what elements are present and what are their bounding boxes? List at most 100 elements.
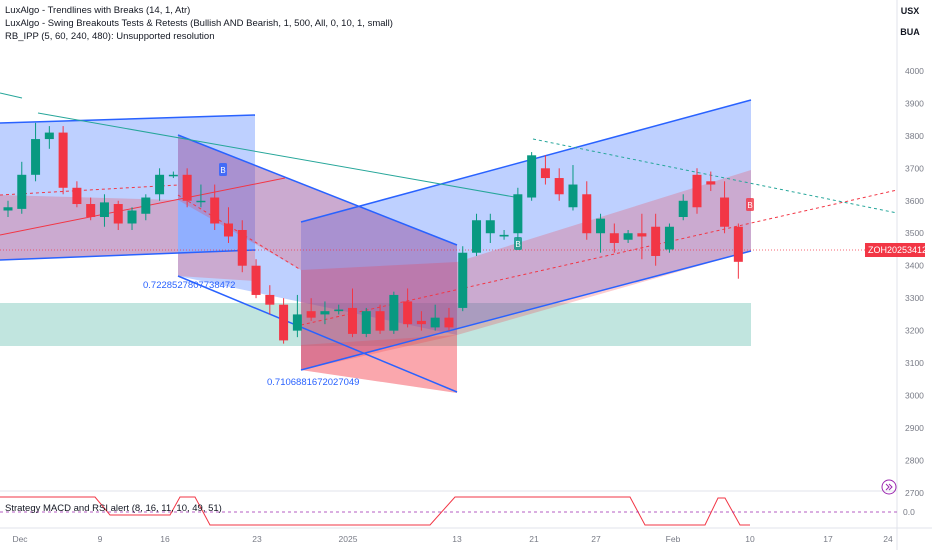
retest-marker-1[interactable] — [514, 237, 522, 250]
price-axis-bg — [897, 0, 932, 550]
candle-body-7[interactable] — [99, 202, 109, 218]
legend-rb-ipp[interactable]: RB_IPP (5, 60, 240, 480): Unsupported re… — [5, 31, 215, 42]
red-fill-1 — [0, 195, 255, 281]
ratio-label-lower: 0.7106881672027049 — [267, 377, 360, 388]
time-tick-1: 9 — [98, 534, 103, 544]
candle-body-35[interactable] — [485, 220, 495, 234]
candle-body-36[interactable] — [499, 234, 509, 237]
candle-body-0[interactable] — [3, 207, 13, 211]
candle-body-31[interactable] — [430, 317, 440, 328]
candle-body-46[interactable] — [637, 233, 647, 237]
candle-body-8[interactable] — [113, 204, 123, 224]
candle-body-5[interactable] — [72, 187, 82, 205]
candle-body-32[interactable] — [444, 317, 454, 328]
scroll-right-arrows-icon — [885, 483, 893, 491]
channel-top-1 — [0, 114, 256, 124]
indicator-legend: LuxAlgo - Trendlines with Breaks (14, 1,… — [5, 4, 393, 43]
candle-body-19[interactable] — [265, 294, 275, 305]
candle-body-48[interactable] — [664, 226, 674, 250]
candle-body-17[interactable] — [237, 229, 247, 266]
candle-body-43[interactable] — [596, 218, 606, 234]
candle-body-39[interactable] — [540, 168, 550, 179]
candle-body-10[interactable] — [141, 197, 151, 214]
scroll-right-icon[interactable] — [881, 479, 897, 495]
unit-button[interactable]: BUA — [900, 27, 920, 37]
candle-body-3[interactable] — [44, 132, 54, 140]
trendline-green-0 — [0, 92, 23, 99]
channel-top-2 — [177, 134, 458, 246]
price-tick-2700: 2700 — [905, 488, 924, 498]
candle-body-6[interactable] — [86, 204, 96, 218]
candle-body-4[interactable] — [58, 132, 68, 188]
candle-body-30[interactable] — [416, 320, 426, 325]
red-fill-2 — [178, 135, 457, 393]
candle-body-34[interactable] — [472, 220, 482, 253]
price-tick-3100: 3100 — [905, 358, 924, 368]
candle-body-29[interactable] — [403, 301, 413, 325]
candle-body-40[interactable] — [554, 178, 564, 195]
legend-swing-breakouts[interactable]: LuxAlgo - Swing Breakouts Tests & Retest… — [5, 18, 393, 29]
candle-body-20[interactable] — [279, 304, 289, 341]
candle-body-45[interactable] — [623, 233, 633, 240]
candle-body-12[interactable] — [168, 174, 178, 177]
red-fill-4 — [301, 335, 457, 393]
price-tick-3500: 3500 — [905, 228, 924, 238]
ratio-label-upper: 0.7228527807738472 — [143, 280, 236, 291]
price-tick-3700: 3700 — [905, 163, 924, 173]
candle-body-26[interactable] — [361, 311, 371, 334]
last-price-tag: ZOH2025 3412 — [865, 243, 928, 257]
price-tick-3000: 3000 — [905, 391, 924, 401]
price-tick-2900: 2900 — [905, 423, 924, 433]
price-tick-3300: 3300 — [905, 293, 924, 303]
candle-body-9[interactable] — [127, 210, 137, 224]
candle-body-50[interactable] — [692, 174, 702, 208]
candle-body-16[interactable] — [223, 223, 233, 237]
candle-body-52[interactable] — [720, 197, 730, 227]
candle-body-47[interactable] — [651, 226, 661, 256]
legend-trendlines[interactable]: LuxAlgo - Trendlines with Breaks (14, 1,… — [5, 5, 191, 16]
candle-body-33[interactable] — [458, 252, 468, 308]
candle-body-15[interactable] — [210, 197, 220, 224]
time-tick-11: 24 — [883, 534, 893, 544]
candle-body-41[interactable] — [568, 184, 578, 208]
demand-zone — [0, 303, 751, 346]
retest-marker-0[interactable] — [219, 163, 227, 176]
candle-body-38[interactable] — [527, 155, 537, 198]
candle-body-22[interactable] — [306, 311, 316, 318]
candle-body-51[interactable] — [706, 181, 716, 185]
candle-body-25[interactable] — [348, 307, 357, 334]
last-price-value: 3412 — [907, 245, 928, 255]
time-tick-8: Feb — [666, 534, 681, 544]
time-tick-3: 23 — [252, 534, 262, 544]
candle-body-1[interactable] — [17, 174, 27, 209]
price-tick-3200: 3200 — [905, 326, 924, 336]
candle-body-21[interactable] — [292, 314, 302, 331]
price-tick-4000: 4000 — [905, 66, 924, 76]
price-tick-3800: 3800 — [905, 131, 924, 141]
currency-button[interactable]: USX — [900, 6, 920, 16]
time-tick-9: 10 — [745, 534, 755, 544]
candle-body-49[interactable] — [678, 200, 688, 218]
candle-body-14[interactable] — [196, 200, 206, 203]
channel-fill-3 — [301, 100, 751, 370]
channel-bottom-2 — [177, 275, 458, 393]
candle-body-2[interactable] — [31, 139, 41, 175]
candle-body-44[interactable] — [609, 233, 619, 243]
retest-marker-2[interactable] — [746, 198, 754, 211]
candle-body-11[interactable] — [155, 174, 165, 195]
candle-body-28[interactable] — [389, 294, 399, 331]
retest-marker-label-0: B — [220, 166, 225, 175]
time-tick-0: Dec — [12, 534, 28, 544]
candle-body-53[interactable] — [733, 226, 743, 262]
candle-body-37[interactable] — [513, 194, 523, 234]
candle-body-42[interactable] — [582, 194, 592, 234]
candle-body-23[interactable] — [320, 311, 330, 315]
oscillator-legend[interactable]: Strategy MACD and RSI alert (8, 16, 11, … — [5, 503, 222, 514]
candle-body-27[interactable] — [375, 311, 385, 331]
retest-marker-label-2: B — [747, 201, 752, 210]
candle-body-24[interactable] — [334, 309, 344, 312]
candle-body-18[interactable] — [251, 265, 261, 295]
candle-body-13[interactable] — [182, 174, 192, 201]
